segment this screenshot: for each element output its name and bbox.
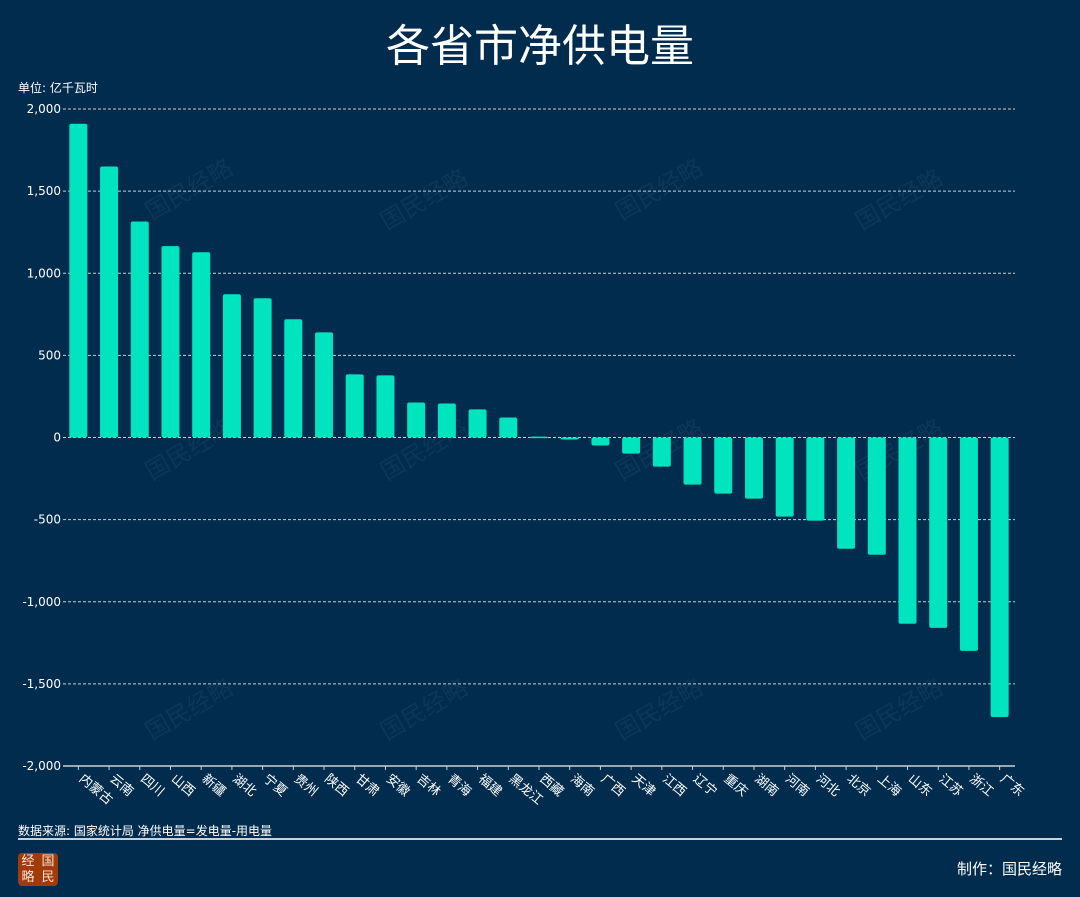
x-tick-label: 湖南 (751, 771, 781, 800)
x-tick-label: 江西 (659, 772, 689, 800)
x-tick-label: 江苏 (936, 771, 966, 800)
bar-广西 (591, 437, 610, 446)
x-tick-label: 安徽 (383, 772, 413, 800)
bar-云南 (100, 166, 119, 438)
bar-四川 (130, 221, 149, 438)
source-note: 数据来源: 国家统计局 净供电量=发电量-用电量 (18, 824, 273, 838)
bar-黑龙江 (499, 417, 518, 438)
x-tick-label: 四川 (137, 772, 167, 800)
chart-title: 各省市净供电量 (386, 21, 694, 72)
x-tick-label: 陕西 (321, 772, 351, 800)
x-tick-label: 黑龙江 (506, 772, 546, 809)
divider (18, 838, 1062, 840)
x-tick-label: 新疆 (199, 771, 229, 800)
bar-湖北 (222, 294, 241, 438)
bar-山西 (161, 246, 180, 438)
bar-浙江 (959, 437, 978, 651)
x-tick-label: 上海 (874, 772, 904, 800)
bar-吉林 (407, 402, 426, 438)
bar-青海 (437, 403, 456, 438)
x-tick-label: 山西 (168, 772, 198, 800)
bar-辽宁 (683, 437, 702, 485)
x-tick-label: 辽宁 (690, 771, 720, 800)
bar-天津 (622, 437, 641, 454)
x-tick-label: 浙江 (966, 772, 996, 800)
x-tick-label: 重庆 (721, 771, 751, 800)
bar-安徽 (376, 375, 395, 438)
bar-陕西 (315, 332, 334, 438)
bar-湖南 (744, 437, 763, 499)
x-tick-label: 贵州 (291, 772, 321, 800)
x-tick-label: 北京 (844, 772, 874, 800)
unit-label: 单位: 亿千瓦时 (18, 81, 98, 95)
bar-新疆 (192, 252, 211, 438)
y-tick-label: -1,000 (22, 595, 61, 609)
bar-广东 (990, 437, 1009, 718)
y-tick-label: -2,000 (22, 759, 61, 773)
y-tick-label: -1,500 (22, 677, 61, 691)
bar-甘肃 (345, 374, 364, 438)
bar-江苏 (929, 437, 948, 628)
x-tick-label: 河北 (813, 772, 843, 800)
y-tick-label: 0 (53, 431, 61, 445)
x-tick-label: 宁夏 (260, 771, 290, 800)
bar-内蒙古 (69, 123, 88, 438)
bar-河北 (806, 437, 825, 521)
bar-北京 (837, 437, 856, 549)
x-tick-label: 湖北 (229, 772, 259, 800)
y-tick-label: 500 (38, 348, 61, 362)
bar-江西 (652, 437, 671, 467)
bar-西藏 (530, 436, 548, 439)
x-tick-label: 河南 (782, 771, 812, 800)
x-tick-label: 甘肃 (352, 772, 382, 800)
credit: 制作：国民经略 (956, 860, 1062, 878)
bar-重庆 (714, 437, 733, 494)
y-tick-label: 1,000 (27, 266, 61, 280)
x-tick-label: 福建 (475, 772, 505, 800)
y-tick-label: 2,000 (27, 102, 61, 116)
y-tick-label: 1,500 (27, 184, 61, 198)
x-tick-label: 广西 (598, 772, 628, 800)
x-tick-label: 天津 (629, 772, 659, 800)
bar-贵州 (284, 319, 303, 438)
logo: 经国 略民 (18, 853, 58, 886)
bar-宁夏 (253, 298, 272, 438)
bar-河南 (775, 437, 794, 517)
bar-山东 (898, 437, 917, 624)
bar-福建 (468, 409, 487, 438)
x-tick-label: 吉林 (414, 772, 444, 800)
x-tick-label: 山东 (905, 772, 935, 800)
x-tick-label: 广东 (997, 772, 1027, 800)
x-tick-label: 青海 (444, 772, 474, 800)
bar-上海 (867, 437, 886, 555)
x-tick-label: 海南 (567, 771, 597, 800)
x-tick-label: 内蒙古 (76, 771, 116, 808)
bar-海南 (560, 437, 579, 440)
y-tick-label: -500 (34, 513, 61, 527)
